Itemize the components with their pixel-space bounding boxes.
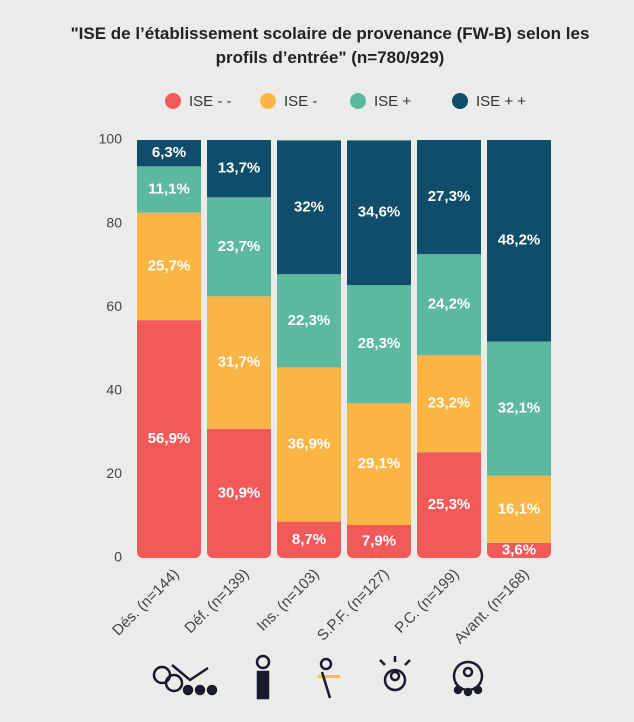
x-tick-label: Avant. (n=168) [451, 566, 533, 648]
data-label: 36,9% [288, 435, 331, 452]
legend-swatch [165, 93, 181, 109]
data-label: 28,3% [358, 335, 401, 352]
bar-segment [417, 452, 481, 558]
bar-segment [277, 140, 341, 275]
data-label: 3,6% [502, 541, 536, 558]
data-label: 23,7% [218, 238, 261, 255]
bar-segment [487, 475, 551, 543]
y-tick-label: 60 [106, 298, 122, 314]
y-tick-label: 40 [106, 382, 122, 398]
legend-swatch [260, 93, 276, 109]
bar-segment [347, 524, 411, 558]
data-label: 32,1% [498, 400, 541, 417]
data-label: 25,3% [428, 496, 471, 513]
bar-segment [137, 320, 201, 558]
icons [152, 654, 484, 700]
bar-segment [347, 403, 411, 525]
bar-segment [417, 140, 481, 255]
bar-segment [207, 428, 271, 558]
bar-segment [137, 166, 201, 213]
legend-swatch [350, 93, 366, 109]
bar-segment [207, 140, 271, 198]
x-tick-label: Ins. (n=103) [254, 566, 323, 635]
data-label: 56,9% [148, 430, 191, 447]
x-tick-label: Déf. (n=139) [181, 566, 252, 637]
data-label: 13,7% [218, 160, 261, 177]
data-label: 11,1% [148, 181, 190, 198]
bar-segment [417, 355, 481, 453]
x-tick-label: P.C. (n=199) [392, 566, 463, 637]
legend-label: ISE - [284, 93, 317, 110]
bar-segment [207, 197, 271, 297]
bar-segment [487, 140, 551, 342]
bar-segment [137, 140, 201, 167]
y-tick-label: 100 [99, 131, 123, 147]
bar-segment [347, 285, 411, 404]
data-label: 22,3% [288, 312, 331, 329]
bar-segment [417, 254, 481, 356]
x-tick-label: Dés. (n=144) [109, 566, 183, 640]
y-tick-label: 20 [106, 465, 122, 481]
x-tick-label: S.P.F. (n=127) [314, 566, 393, 645]
bar-segment [487, 341, 551, 476]
y-tick-label: 80 [106, 214, 122, 230]
bar-segment [137, 212, 201, 321]
chart-title: "ISE de l’établissement scolaire de prov… [70, 24, 590, 67]
legend-swatch [452, 93, 468, 109]
data-label: 8,7% [292, 531, 326, 548]
data-label: 27,3% [428, 188, 471, 205]
data-label: 25,7% [148, 257, 191, 274]
data-label: 32% [294, 198, 324, 215]
bar-segment [487, 542, 551, 558]
legend-label: ISE - - [189, 93, 232, 110]
legend-label: ISE + [374, 93, 411, 110]
data-label: 30,9% [218, 484, 261, 501]
y-tick-label: 0 [114, 549, 122, 565]
data-label: 6,3% [152, 144, 186, 161]
bar-segment [347, 140, 411, 286]
data-label: 23,2% [428, 395, 471, 412]
legend-label: ISE + + [476, 93, 526, 110]
data-label: 29,1% [358, 455, 401, 472]
bar-segment [277, 274, 341, 368]
data-label: 24,2% [428, 296, 471, 313]
bar-segment [277, 521, 341, 558]
bar-segment [277, 367, 341, 522]
bar-segment [207, 296, 271, 429]
data-label: 16,1% [498, 500, 541, 517]
data-label: 48,2% [498, 232, 541, 249]
data-label: 7,9% [362, 532, 396, 549]
data-label: 34,6% [358, 204, 401, 221]
data-label: 31,7% [218, 354, 261, 371]
